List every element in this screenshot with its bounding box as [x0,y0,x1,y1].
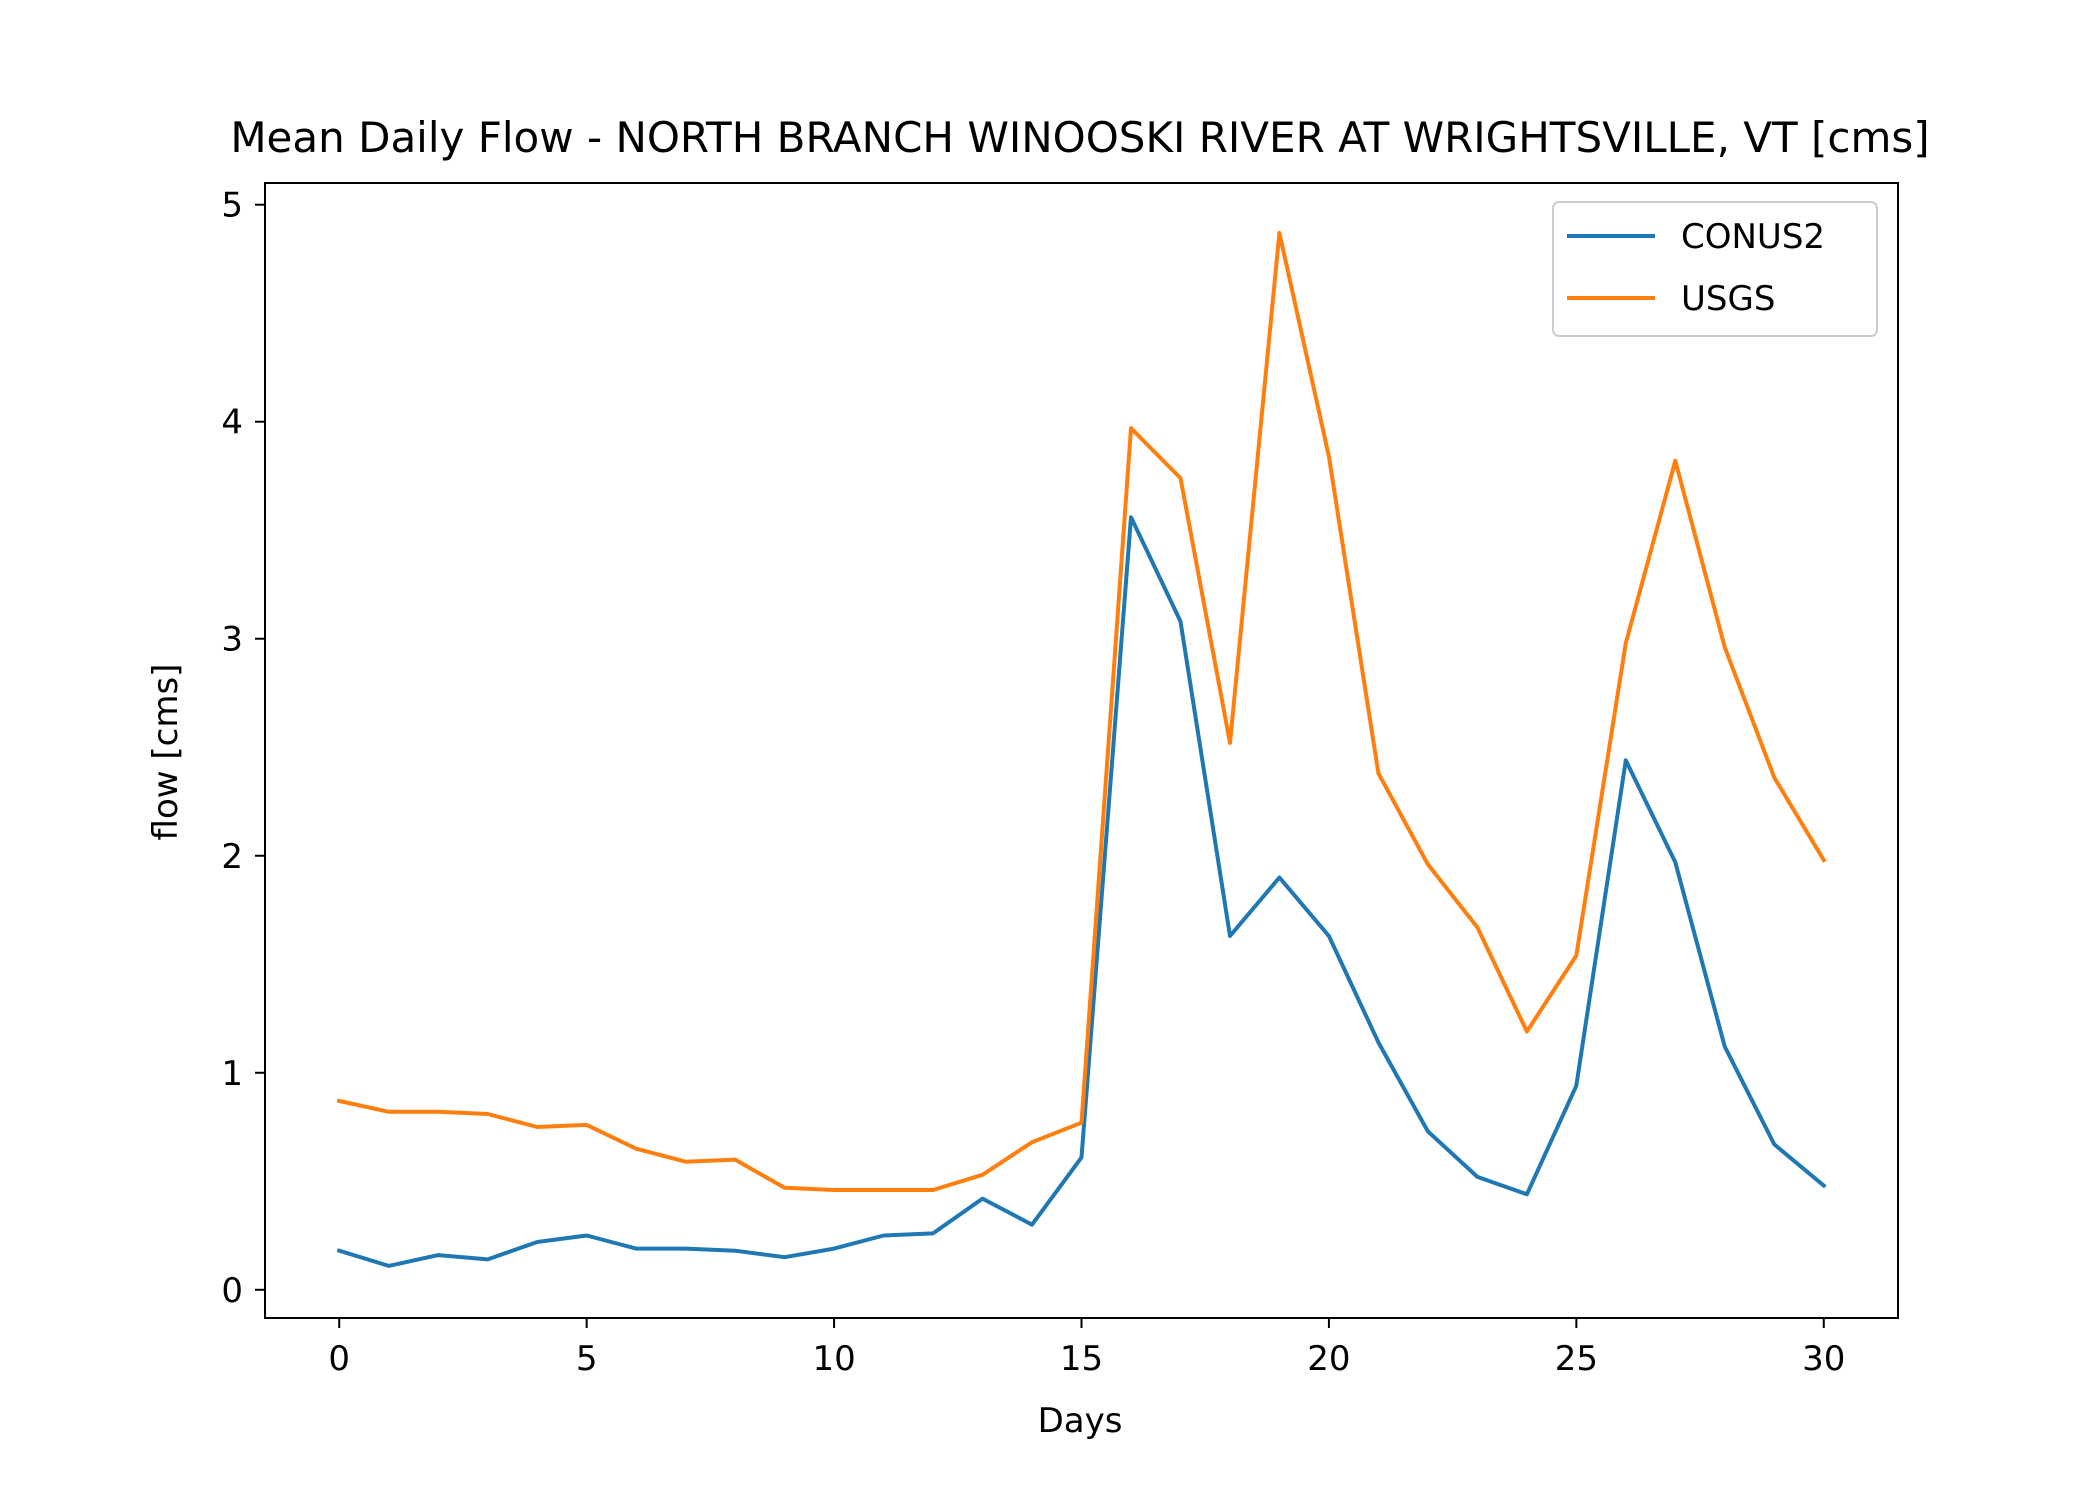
x-tick-label: 15 [1060,1339,1103,1379]
legend: CONUS2 USGS [1552,201,1878,337]
plot-area: 0 5 10 15 20 25 30 0 1 2 3 4 5 [221,182,1899,1379]
y-tick-label: 3 [221,620,243,660]
x-tick-label: 20 [1307,1339,1350,1379]
y-tick-label: 5 [221,186,243,226]
x-axis-label: Days [1038,1401,1123,1441]
y-axis-label: flow [cms] [146,664,186,841]
legend-label-conus2: CONUS2 [1681,217,1825,257]
y-tick-label: 2 [221,837,243,877]
legend-label-usgs: USGS [1681,279,1775,319]
y-tick-label: 1 [221,1054,243,1094]
x-tick-label: 5 [576,1339,598,1379]
x-tick-label: 30 [1802,1339,1845,1379]
series-line-conus2 [336,515,1827,1268]
series-line-usgs [336,230,1827,1192]
y-tick-label: 0 [221,1271,243,1311]
y-tick-label: 4 [221,403,243,443]
chart-title: Mean Daily Flow - NORTH BRANCH WINOOSKI … [230,113,1929,162]
x-tick-label: 25 [1555,1339,1598,1379]
x-tick-label: 10 [812,1339,855,1379]
x-tick-label: 0 [328,1339,350,1379]
